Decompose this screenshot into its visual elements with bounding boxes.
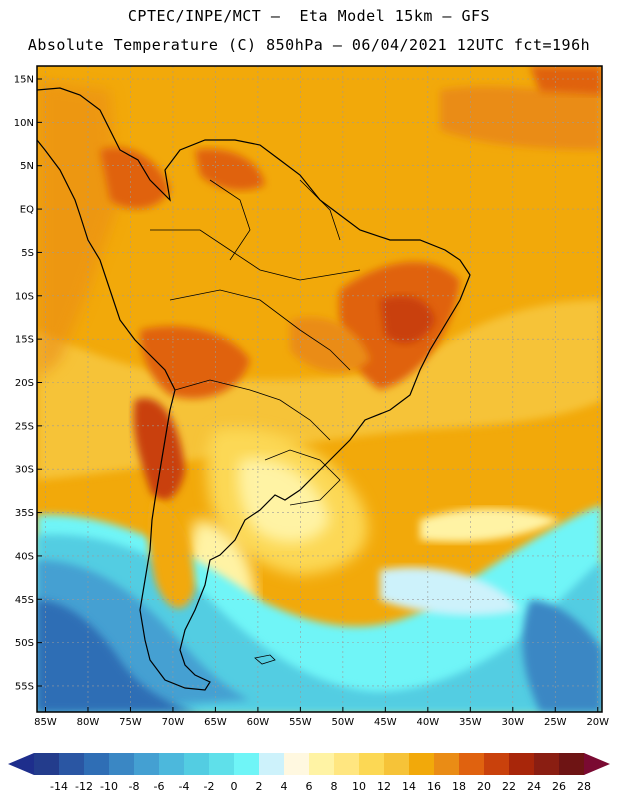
lon-label: 55W: [289, 717, 312, 728]
colorbar-tick-label: 18: [452, 780, 466, 793]
colorbar-tick-label: 8: [331, 780, 338, 793]
lon-label: 70W: [162, 717, 185, 728]
colorbar-tick-label: -12: [75, 780, 93, 793]
colorbar-tick-label: 20: [477, 780, 491, 793]
graticule: [37, 66, 602, 712]
lat-label: 45S: [15, 595, 34, 606]
colorbar-tick-label: 28: [577, 780, 591, 793]
title-line-2: Absolute Temperature (C) 850hPa – 06/04/…: [27, 36, 591, 54]
colorbar-tick-label: -14: [50, 780, 68, 793]
colorbar-tick-label: 6: [306, 780, 313, 793]
lon-label: 20W: [586, 717, 609, 728]
colorbar-swatch: [84, 753, 110, 775]
colorbar-swatch: [309, 753, 335, 775]
lat-label: 40S: [15, 551, 34, 562]
colorbar-swatch: [109, 753, 135, 775]
lon-label: 40W: [417, 717, 440, 728]
lon-label: 50W: [332, 717, 355, 728]
colorbar-tick-label: 22: [502, 780, 516, 793]
lat-label: 20S: [15, 378, 34, 389]
lon-label: 65W: [204, 717, 227, 728]
colorbar-swatch: [209, 753, 235, 775]
colorbar-swatch: [134, 753, 160, 775]
lon-label: 60W: [247, 717, 270, 728]
colorbar-swatch: [459, 753, 485, 775]
colorbar-swatch: [259, 753, 285, 775]
title-line-1: CPTEC/INPE/MCT – Eta Model 15km – GFS: [127, 7, 491, 25]
lon-label: 25W: [544, 717, 567, 728]
coastline: [37, 87, 471, 691]
colorbar-tick-label: -8: [129, 780, 140, 793]
colorbar-tick-label: 24: [527, 780, 541, 793]
map-frame: [36, 65, 603, 713]
colorbar-swatch: [334, 753, 360, 775]
colorbar-swatch: [384, 753, 410, 775]
lon-label: 45W: [374, 717, 397, 728]
lat-label: EQ: [20, 205, 34, 216]
colorbar-swatch: [559, 753, 585, 775]
lat-label: 10S: [15, 291, 34, 302]
colorbar-tick-label: 0: [231, 780, 238, 793]
colorbar-swatch: [159, 753, 185, 775]
colorbar-tick-label: -2: [204, 780, 215, 793]
colorbar-tick-label: 26: [552, 780, 566, 793]
colorbar-swatch: [59, 753, 85, 775]
colorbar-swatch: [284, 753, 310, 775]
lat-label: 15N: [14, 75, 34, 86]
colorbar-swatch: [34, 753, 60, 775]
colorbar-tick-label: -6: [154, 780, 165, 793]
colorbar: -14 -12 -10 -8 -6 -4 -2 0 2 4 6 8 10 12 14 16 18 20 22 24 26…: [8, 753, 610, 793]
lat-label: 5S: [21, 248, 34, 259]
colorbar-swatch: [484, 753, 510, 775]
colorbar-swatch: [434, 753, 460, 775]
colorbar-tick-label: 16: [427, 780, 441, 793]
colorbar-tick-label: 14: [402, 780, 416, 793]
colorbar-tick-label: 2: [256, 780, 263, 793]
colorbar-tick-label: 10: [352, 780, 366, 793]
lat-label: 10N: [14, 118, 34, 129]
lat-label: 55S: [15, 681, 34, 692]
colorbar-tick-label: -10: [100, 780, 118, 793]
latitude-labels: 15N 10N 5N EQ 5S 10S 15S 20S 25S 30S 35S 40S 45S 50S 5…: [14, 75, 42, 692]
lon-label: 75W: [119, 717, 142, 728]
lon-label: 30W: [501, 717, 524, 728]
colorbar-swatch: [234, 753, 260, 775]
colorbar-low-arrow: [8, 753, 34, 775]
colorbar-swatch: [409, 753, 435, 775]
colorbar-tick-label: -4: [179, 780, 190, 793]
longitude-labels: 85W 80W 75W 70W 65W 60W 55W 50W 45W 40W 35W 30W 25W 2…: [34, 707, 609, 728]
lat-label: 50S: [15, 638, 34, 649]
colorbar-swatch: [509, 753, 535, 775]
colorbar-swatch: [184, 753, 210, 775]
colorbar-swatch: [534, 753, 560, 775]
colorbar-high-arrow: [584, 753, 610, 775]
lat-label: 25S: [15, 421, 34, 432]
lat-label: 30S: [15, 465, 34, 476]
lat-label: 35S: [15, 508, 34, 519]
temperature-field: [37, 66, 602, 712]
lon-label: 80W: [77, 717, 100, 728]
lon-label: 85W: [34, 717, 57, 728]
lon-label: 35W: [459, 717, 482, 728]
lat-label: 15S: [15, 335, 34, 346]
colorbar-swatch: [359, 753, 385, 775]
colorbar-tick-label: 12: [377, 780, 391, 793]
lat-label: 5N: [20, 161, 34, 172]
colorbar-tick-label: 4: [281, 780, 288, 793]
